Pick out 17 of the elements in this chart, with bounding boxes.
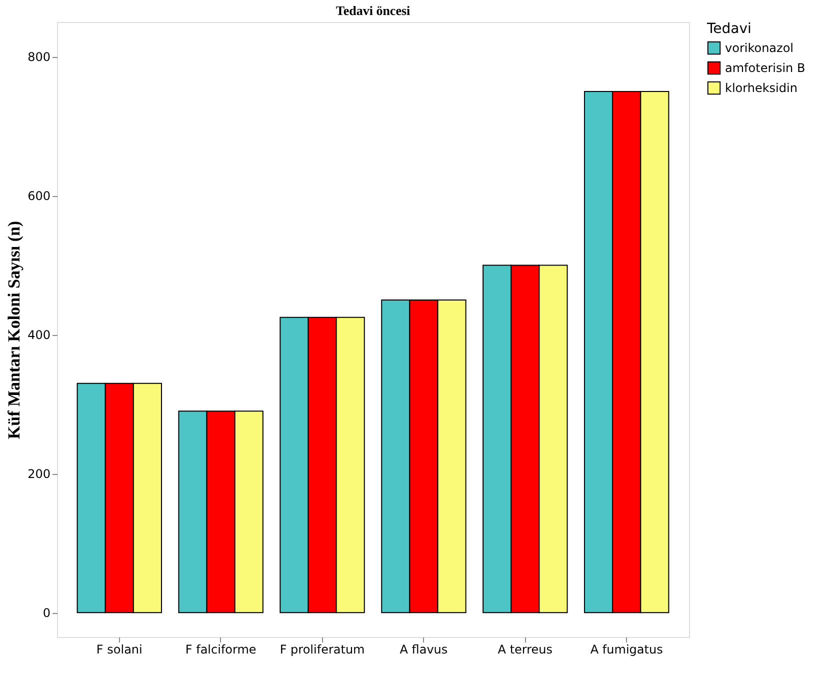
x-tick-label: A terreus bbox=[498, 642, 553, 656]
y-tick-label: 200 bbox=[28, 467, 50, 482]
y-axis-title: Küf Mantarı Koloni Sayısı (n) bbox=[4, 220, 24, 440]
x-tick-label: A flavus bbox=[400, 642, 448, 656]
y-tick-label: 800 bbox=[28, 50, 50, 64]
legend-title: Tedavi bbox=[706, 21, 752, 37]
x-tick-label: F proliferatum bbox=[280, 642, 365, 656]
x-tick-label: F falciforme bbox=[185, 642, 256, 656]
y-tick-label: 600 bbox=[28, 189, 50, 204]
x-tick-label: A fumigatus bbox=[590, 642, 663, 656]
legend-label: klorheksidin bbox=[725, 81, 798, 95]
legend-label: amfoterisin B bbox=[725, 61, 806, 75]
y-tick-label: 400 bbox=[28, 328, 50, 342]
legend-label: vorikonazol bbox=[725, 41, 794, 55]
x-tick-label: F solani bbox=[96, 642, 142, 656]
y-tick-label: 0 bbox=[42, 606, 50, 620]
chart-title: Tedavi öncesi bbox=[336, 3, 411, 18]
